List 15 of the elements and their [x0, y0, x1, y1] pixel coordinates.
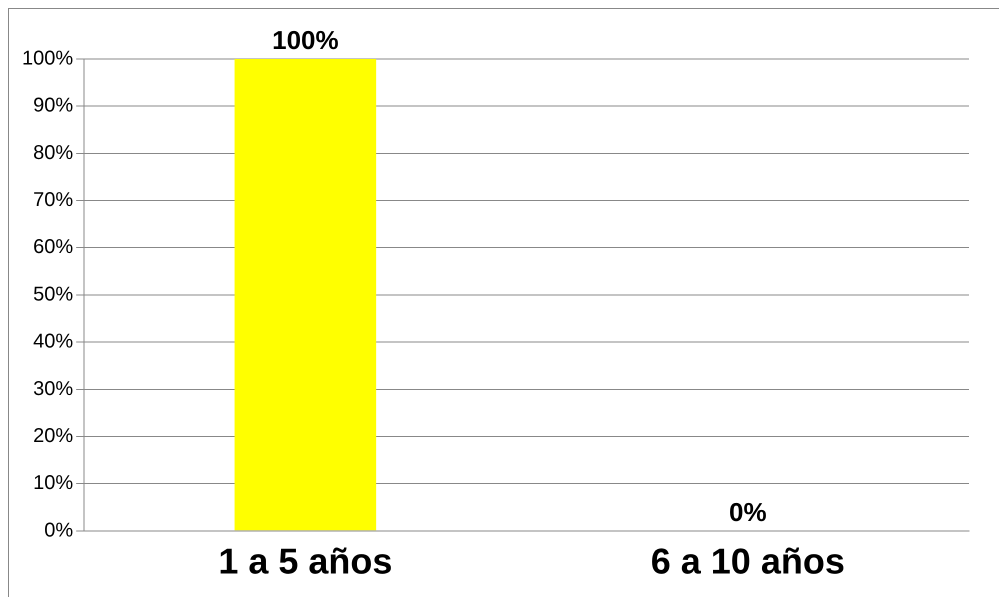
- x-tick-label: 6 a 10 años: [650, 540, 845, 582]
- y-tick-label: 90%: [33, 94, 74, 117]
- y-tick-label: 100%: [22, 48, 74, 70]
- y-tick-label: 70%: [33, 189, 74, 212]
- y-tick-label: 30%: [33, 378, 74, 400]
- data-label: 100%: [272, 25, 339, 56]
- y-tick-label: 50%: [33, 283, 74, 306]
- y-tick-label: 20%: [33, 424, 74, 447]
- y-tick-label: 0%: [44, 519, 74, 542]
- y-tick-label: 80%: [33, 142, 74, 164]
- y-tick-label: 60%: [33, 236, 74, 258]
- data-label: 0%: [729, 496, 767, 527]
- x-tick-label: 1 a 5 años: [218, 540, 392, 582]
- y-tick-label: 10%: [33, 472, 74, 494]
- y-tick-label: 40%: [33, 330, 74, 353]
